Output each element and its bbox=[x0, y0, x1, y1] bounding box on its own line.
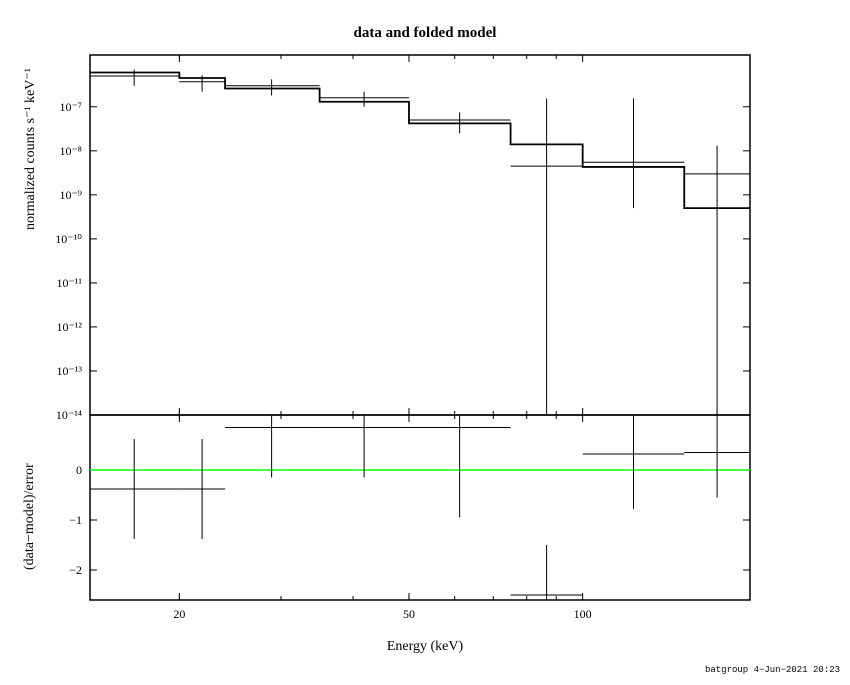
svg-text:10⁻⁹: 10⁻⁹ bbox=[59, 188, 82, 202]
xlabel: Energy (keV) bbox=[387, 639, 463, 655]
svg-text:0: 0 bbox=[76, 463, 82, 477]
ylabel-top: normalized counts s⁻¹ keV⁻¹ bbox=[22, 68, 39, 230]
svg-text:10⁻¹⁰: 10⁻¹⁰ bbox=[55, 232, 82, 246]
chart-title: data and folded model bbox=[354, 25, 497, 42]
svg-text:10⁻⁸: 10⁻⁸ bbox=[59, 144, 82, 158]
svg-text:50: 50 bbox=[403, 607, 415, 621]
svg-text:10⁻⁷: 10⁻⁷ bbox=[59, 100, 82, 114]
svg-text:20: 20 bbox=[173, 607, 185, 621]
svg-text:10⁻¹⁴: 10⁻¹⁴ bbox=[56, 408, 82, 422]
svg-text:10⁻¹³: 10⁻¹³ bbox=[56, 364, 82, 378]
ylabel-bottom: (data−model)/error bbox=[22, 463, 38, 570]
svg-text:−1: −1 bbox=[69, 513, 82, 527]
plot-svg: 20 50 100 10⁻¹⁴ 10⁻¹³ 10⁻¹² 10⁻¹¹ 10⁻¹⁰ 10⁻⁹ 10⁻⁸… bbox=[0, 0, 850, 680]
svg-text:−2: −2 bbox=[69, 563, 82, 577]
svg-text:10⁻¹¹: 10⁻¹¹ bbox=[56, 276, 82, 290]
svg-text:10⁻¹²: 10⁻¹² bbox=[56, 320, 82, 334]
footer-text: batgroup 4−Jun−2021 20:23 bbox=[705, 665, 840, 675]
svg-text:100: 100 bbox=[574, 607, 592, 621]
chart-container: data and folded model normalized counts … bbox=[0, 0, 850, 680]
